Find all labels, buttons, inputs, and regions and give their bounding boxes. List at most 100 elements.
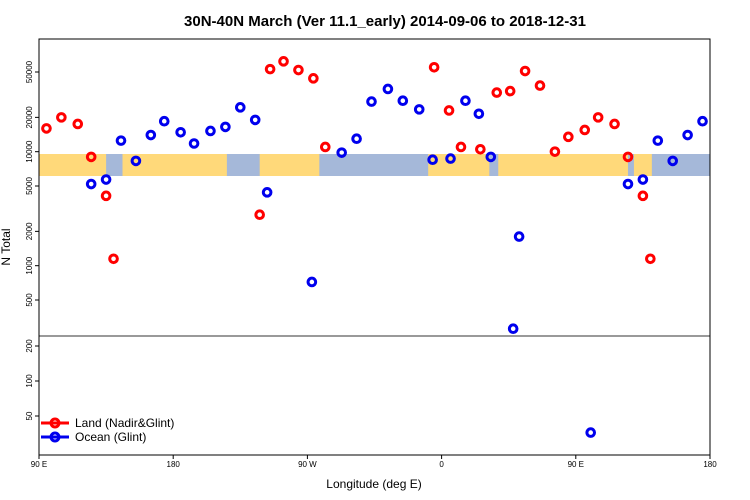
ocean-point: [382, 83, 394, 95]
land-point: [428, 61, 440, 73]
legend-label-land: Land (Nadir&Glint): [75, 416, 174, 430]
legend-label-ocean: Ocean (Glint): [75, 430, 146, 444]
land-point: [41, 123, 52, 134]
ocean-point: [397, 95, 409, 107]
ocean-point: [130, 155, 142, 167]
ocean-point: [336, 147, 347, 158]
land-point: [549, 146, 561, 157]
land-point: [308, 73, 319, 84]
ocean-point: [158, 115, 170, 127]
land-point: [278, 56, 289, 67]
y-tick-label: 100: [25, 374, 34, 388]
y-axis-label: N Total: [0, 228, 13, 265]
y-tick-label: 20000: [25, 106, 34, 129]
land-point: [264, 63, 276, 75]
land-mask-band: [39, 154, 710, 176]
y-tick-label: 2000: [25, 222, 34, 240]
chart-title: 30N-40N March (Ver 11.1_early) 2014-09-0…: [184, 13, 586, 30]
ocean-point: [485, 151, 497, 163]
land-point: [534, 80, 546, 91]
ocean-point: [697, 115, 708, 127]
land-point: [455, 141, 467, 153]
ocean-point: [427, 154, 438, 166]
y-tick-label: 50: [25, 411, 34, 420]
ocean-point: [220, 121, 231, 133]
land-point: [108, 253, 119, 265]
land-point: [491, 87, 503, 98]
land-point: [637, 190, 649, 202]
ocean-point: [507, 323, 519, 335]
land-point: [563, 131, 574, 143]
legend-marker-ocean: [49, 431, 61, 443]
land-point: [72, 118, 84, 130]
ocean-point: [413, 104, 425, 115]
ocean-point: [235, 102, 246, 113]
y-tick-label: 10000: [25, 140, 34, 163]
land-segment: [498, 154, 628, 176]
land-series-points: [41, 56, 656, 265]
x-tick-label: 180: [703, 460, 717, 469]
x-tick-label: 90 W: [298, 460, 317, 469]
y-tick-label: 50000: [25, 60, 34, 83]
ocean-point: [261, 187, 273, 198]
land-point: [85, 151, 97, 163]
ocean-point: [115, 135, 127, 146]
land-point: [443, 105, 455, 116]
plot-frame: [38, 38, 711, 456]
land-point: [100, 190, 112, 202]
y-tick-label: 500: [25, 293, 34, 307]
land-point: [609, 118, 620, 130]
x-tick-label: 180: [167, 460, 181, 469]
ocean-point: [473, 108, 485, 120]
land-segments: [39, 154, 652, 176]
x-tick-label: 0: [439, 460, 444, 469]
ocean-point: [100, 174, 112, 185]
ocean-point: [366, 96, 377, 107]
land-point: [622, 151, 634, 163]
land-point: [579, 124, 591, 136]
ocean-point: [513, 231, 525, 242]
ocean-point: [652, 135, 664, 146]
legend-item-land: Land (Nadir&Glint): [41, 416, 174, 430]
ocean-point: [306, 276, 318, 288]
x-axis-label: Longitude (deg E): [326, 477, 421, 491]
ocean-point: [637, 174, 649, 185]
y-axis: 500 1000 2000 5000 10000 20000 50000 50 100 200: [25, 60, 39, 420]
ocean-point: [175, 126, 186, 138]
legend: Land (Nadir&Glint) Ocean (Glint): [41, 416, 174, 444]
land-point: [519, 65, 531, 77]
x-axis: 90 E 180 90 W 0 90 E 180: [31, 455, 717, 469]
ocean-series-points: [85, 83, 708, 438]
ocean-point: [188, 138, 200, 149]
land-point: [56, 112, 67, 123]
legend-marker-land: [49, 417, 61, 429]
ocean-point: [460, 95, 471, 107]
land-point: [293, 64, 304, 76]
ocean-point: [145, 129, 157, 141]
land-point: [645, 253, 656, 265]
ocean-point: [585, 427, 597, 438]
ocean-point: [205, 125, 216, 137]
legend-item-ocean: Ocean (Glint): [41, 430, 146, 444]
land-segment: [428, 154, 490, 176]
y-tick-label: 200: [25, 339, 34, 353]
land-segment: [633, 154, 652, 176]
land-point: [592, 112, 604, 123]
ocean-point: [249, 114, 261, 126]
land-segment: [122, 154, 227, 176]
land-point: [504, 85, 516, 97]
ocean-point: [622, 178, 634, 190]
land-point: [475, 143, 486, 155]
ocean-point: [351, 133, 362, 144]
y-tick-label: 5000: [25, 177, 34, 195]
ocean-point: [445, 153, 456, 164]
land-segment: [259, 154, 320, 176]
land-point: [254, 209, 265, 221]
ocean-point: [667, 155, 679, 167]
x-tick-label: 90 E: [568, 460, 584, 469]
ocean-point: [682, 129, 693, 141]
y-tick-label: 1000: [25, 256, 34, 274]
x-tick-label: 90 E: [31, 460, 47, 469]
land-point: [319, 141, 331, 153]
